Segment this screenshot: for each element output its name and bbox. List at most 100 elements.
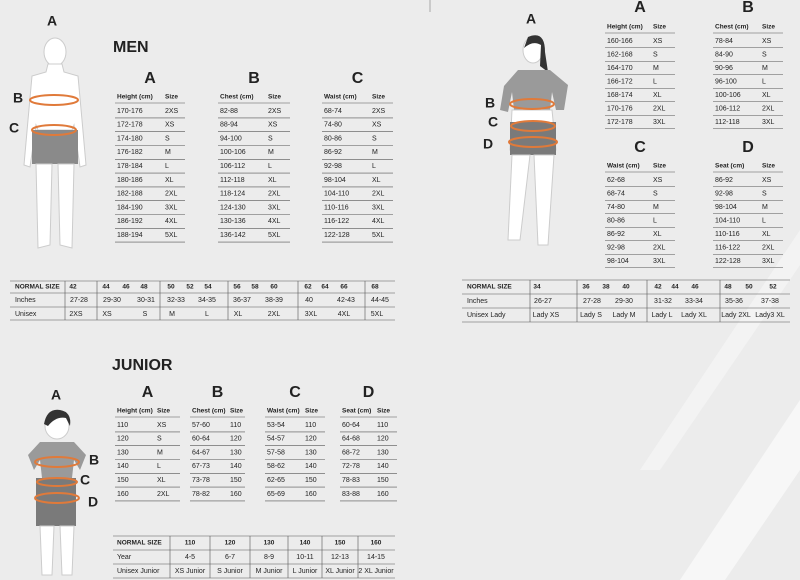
cell: 160: [377, 491, 389, 498]
cell: M: [653, 65, 659, 72]
cell: 2XL: [165, 191, 178, 198]
cell: S: [143, 311, 148, 318]
cell: 3XL: [653, 119, 666, 126]
cell: 2XL: [762, 244, 775, 251]
column-header: Height (cm): [117, 408, 153, 415]
cell: 4XL: [338, 311, 351, 318]
cell: 60-64: [342, 422, 360, 429]
cell: 50: [745, 284, 753, 291]
column-header: Seat (cm): [715, 163, 744, 170]
cell: 150: [377, 477, 389, 484]
cell: L: [157, 463, 161, 470]
cell: 116-122: [715, 244, 740, 251]
cell: 2XL: [372, 191, 385, 198]
cell: 65-69: [267, 491, 285, 498]
women-figure: [500, 35, 568, 246]
cell: 86-92: [607, 231, 625, 238]
section-title: JUNIOR: [112, 357, 173, 374]
cell: 110-116: [715, 231, 740, 238]
cell: 3XL: [305, 311, 318, 318]
row-label: Inches: [467, 298, 488, 305]
background-stripe: [640, 230, 800, 470]
row-label: Unisex Junior: [117, 568, 160, 575]
cell: S: [157, 436, 162, 443]
row-label: Unisex: [15, 311, 37, 318]
cell: 37-38: [761, 298, 779, 305]
cell: Lady XL: [681, 312, 707, 319]
cell: 38: [602, 284, 610, 291]
cell: 98-104: [715, 204, 737, 211]
cell: 124-130: [220, 204, 246, 211]
cell: XL: [157, 477, 166, 484]
cell: 67-73: [192, 463, 210, 470]
cell: S: [762, 51, 767, 58]
cell: XS: [102, 311, 112, 318]
cell: 2XS: [69, 311, 83, 318]
cell: 184-190: [117, 204, 143, 211]
cell: 130: [305, 449, 317, 456]
cell: 42: [654, 284, 662, 291]
cell: 44-45: [371, 297, 389, 304]
figure-label: D: [88, 494, 98, 510]
column-header: Waist (cm): [607, 163, 640, 170]
cell: 140: [300, 540, 311, 547]
cell: 88-94: [220, 122, 238, 129]
cell: 160: [117, 491, 129, 498]
cell: 5XL: [165, 232, 178, 239]
cell: 6-7: [225, 554, 235, 561]
cell: 100-106: [715, 92, 741, 99]
cell: 130-136: [220, 218, 246, 225]
cell: 48: [724, 284, 732, 291]
cell: 80-86: [324, 135, 342, 142]
cell: 5XL: [371, 311, 384, 318]
cell: 62-65: [267, 477, 285, 484]
cell: 160: [305, 491, 317, 498]
cell: S: [372, 135, 377, 142]
cell: 98-104: [607, 258, 629, 265]
cell: 29-30: [615, 298, 633, 305]
cell: 112-118: [220, 177, 245, 184]
cell: M: [762, 65, 768, 72]
cell: Lady S: [580, 312, 602, 319]
cell: XS: [268, 122, 278, 129]
cell: 74-80: [607, 204, 625, 211]
cell: 172-178: [117, 122, 143, 129]
cell: 82-88: [220, 108, 238, 115]
cell: 5XL: [372, 232, 385, 239]
cell: 33-34: [685, 298, 703, 305]
cell: XL: [762, 231, 771, 238]
column-header: Size: [653, 24, 666, 31]
men-figure: [23, 37, 87, 249]
cell: 140: [230, 463, 242, 470]
cell: 2XL: [157, 491, 170, 498]
cell: 120: [225, 540, 236, 547]
cell: 36: [582, 284, 590, 291]
cell: 31-32: [654, 298, 672, 305]
cell: 4-5: [185, 554, 195, 561]
cell: 68-74: [324, 108, 342, 115]
cell: 140: [377, 463, 389, 470]
cell: 84-90: [715, 51, 733, 58]
cell: 4XL: [372, 218, 385, 225]
cell: 27-28: [70, 297, 88, 304]
cell: S: [165, 135, 170, 142]
cell: 92-98: [607, 244, 625, 251]
junior-figure: [28, 409, 86, 576]
column-header: Size: [268, 94, 281, 101]
cell: XS: [653, 177, 663, 184]
column-header: Size: [230, 408, 243, 415]
cell: 3XL: [268, 204, 281, 211]
cell: XS: [653, 38, 663, 45]
cell: 188-194: [117, 232, 143, 239]
cell: 2XL: [268, 191, 281, 198]
cell: XL: [762, 92, 771, 99]
cell: 90-96: [715, 65, 733, 72]
cell: 150: [335, 540, 346, 547]
cell: 174-180: [117, 135, 143, 142]
figure-label: C: [488, 114, 498, 130]
table-letter: D: [742, 139, 754, 156]
table-letter: C: [289, 384, 301, 401]
cell: 160-166: [607, 38, 633, 45]
cell: 3XL: [762, 258, 775, 265]
